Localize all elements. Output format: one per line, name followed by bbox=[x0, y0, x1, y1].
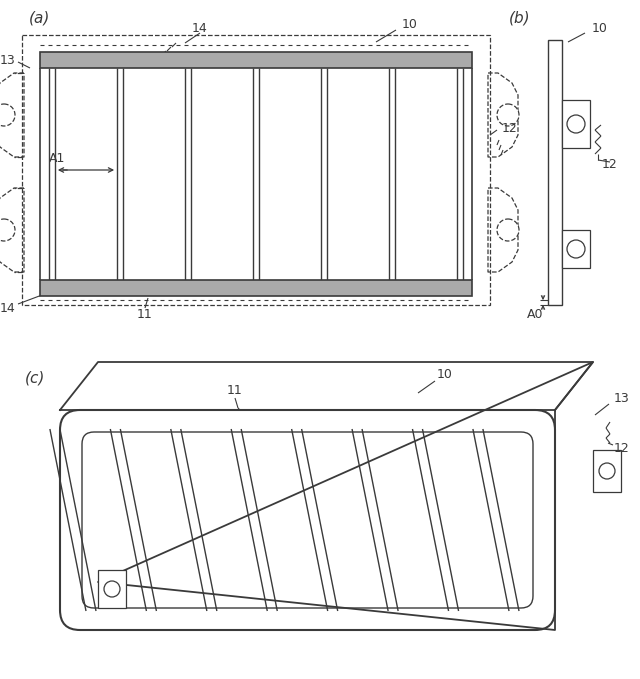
Text: 14: 14 bbox=[0, 301, 16, 314]
Bar bbox=[562, 230, 590, 268]
Text: (b): (b) bbox=[509, 10, 531, 26]
Bar bbox=[593, 450, 621, 492]
Circle shape bbox=[599, 463, 615, 479]
Text: 13: 13 bbox=[614, 392, 630, 405]
Text: A1: A1 bbox=[49, 151, 65, 164]
Bar bbox=[40, 280, 472, 296]
Circle shape bbox=[497, 219, 519, 241]
Circle shape bbox=[0, 219, 15, 241]
Text: 12: 12 bbox=[502, 122, 518, 134]
Text: 14: 14 bbox=[192, 22, 208, 35]
Bar bbox=[548, 40, 562, 305]
Bar bbox=[98, 570, 126, 608]
Polygon shape bbox=[98, 362, 593, 630]
Circle shape bbox=[0, 104, 15, 126]
Bar bbox=[22, 35, 490, 305]
Text: A0: A0 bbox=[527, 308, 543, 321]
Circle shape bbox=[497, 104, 519, 126]
Text: 11: 11 bbox=[137, 308, 153, 321]
Circle shape bbox=[567, 240, 585, 258]
Text: (a): (a) bbox=[29, 10, 51, 26]
Text: 10: 10 bbox=[402, 18, 418, 31]
Text: 10: 10 bbox=[592, 22, 608, 35]
Polygon shape bbox=[60, 362, 593, 410]
Text: 12: 12 bbox=[614, 441, 630, 454]
FancyBboxPatch shape bbox=[60, 410, 555, 630]
Circle shape bbox=[104, 581, 120, 597]
Text: 12: 12 bbox=[602, 158, 618, 172]
Text: 13: 13 bbox=[0, 54, 16, 67]
Circle shape bbox=[567, 115, 585, 133]
Text: 11: 11 bbox=[227, 384, 243, 397]
Text: 10: 10 bbox=[437, 369, 453, 382]
Bar bbox=[562, 100, 590, 148]
Bar bbox=[40, 52, 472, 68]
Text: (c): (c) bbox=[25, 371, 45, 386]
